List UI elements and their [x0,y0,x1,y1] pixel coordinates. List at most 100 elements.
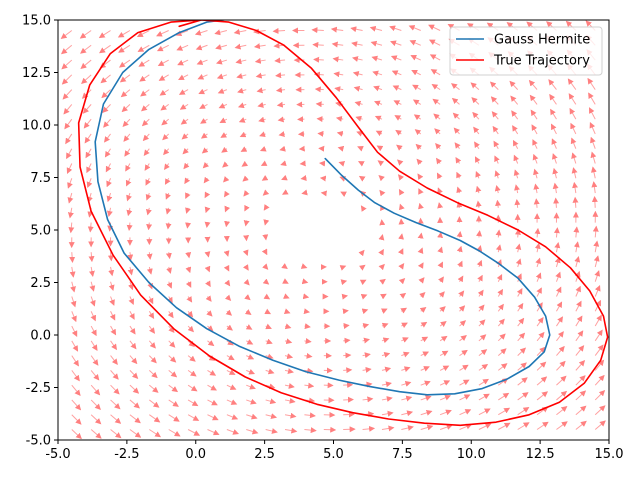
vector-arrow [201,147,209,154]
vector-arrow [100,74,111,84]
vector-arrow [594,405,606,416]
vector-arrow [168,429,181,437]
vector-arrow [456,245,463,253]
legend-label: Gauss Hermite [494,33,590,48]
vector-arrow [237,87,247,94]
vector-arrow [531,124,538,135]
vector-arrow [233,28,247,35]
vector-arrow [439,424,453,430]
vector-arrow [517,362,527,371]
vector-arrow [149,414,161,423]
vector-arrow [185,251,192,259]
vector-arrow [304,367,314,374]
vector-arrow [168,325,175,334]
vector-arrow [147,296,154,305]
vector-arrow [455,156,462,164]
vector-arrow [90,370,100,381]
vector-arrow [456,171,462,179]
vector-arrow [458,290,465,297]
vector-arrow [207,399,218,406]
vector-arrow [353,85,363,92]
vector-arrow [570,122,577,135]
x-tick-label: 0.0 [185,447,206,462]
vector-arrow [340,279,348,286]
vector-arrow [255,72,266,79]
vector-arrow [535,272,542,282]
vector-arrow [575,345,585,356]
y-axis-ticks: -5.0 -2.5 0.0 2.5 5.0 7.5 10.0 12.5 15.0 [22,14,58,449]
vector-arrow [492,125,499,135]
vector-arrow [437,231,444,239]
vector-arrow [67,178,73,189]
vector-arrow [536,391,549,401]
vector-arrow [401,366,411,373]
vector-arrow [71,370,80,382]
vector-arrow [220,132,228,138]
vector-arrow [530,109,538,120]
vector-arrow [149,399,160,408]
vector-arrow [71,325,78,337]
vector-arrow [262,189,270,196]
vector-arrow [71,340,79,352]
vector-arrow [551,138,558,149]
vector-arrow [396,144,403,151]
plot-area [58,20,609,440]
vector-arrow [226,429,240,435]
vector-arrow [63,104,73,115]
vector-arrow [246,398,257,405]
vector-arrow [129,399,140,409]
vector-arrow [392,85,402,91]
vector-arrow [279,145,286,152]
vector-arrow [234,43,247,50]
vector-arrow [352,70,363,77]
vector-arrow [496,273,503,282]
vector-arrow [90,429,102,439]
vector-arrow [187,429,201,436]
vector-arrow [264,308,272,315]
vector-arrow [207,429,220,436]
vector-arrow [281,263,288,269]
vector-arrow [381,396,393,402]
vector-arrow [456,230,463,238]
vector-arrow [431,83,441,91]
vector-arrow [590,136,596,149]
vector-arrow [592,225,599,238]
vector-arrow [103,133,111,143]
vector-arrow [470,82,480,90]
vector-arrow [241,160,249,167]
x-axis-ticks: -5.0 -2.5 0.0 2.5 5.0 7.5 10.0 12.5 15.0 [45,440,623,462]
vector-arrow [137,44,150,52]
vector-arrow [262,278,270,285]
vector-arrow [475,185,482,194]
vector-arrow [119,74,131,83]
vector-arrow [89,281,96,292]
vector-arrow [513,154,520,164]
vector-arrow [476,230,483,238]
vector-arrow [223,264,230,272]
vector-arrow [457,260,463,268]
vector-arrow [141,118,150,127]
vector-arrow [278,131,286,138]
vector-arrow [381,322,389,329]
vector-arrow [101,89,111,99]
vector-arrow [140,89,150,97]
vector-arrow [183,162,190,170]
vector-arrow [432,98,441,105]
vector-arrow [588,92,596,105]
vector-arrow [572,196,579,208]
vector-arrow [536,287,542,297]
vector-arrow [256,87,266,94]
vector-arrow [304,323,311,330]
y-tick-label: 7.5 [30,171,51,186]
vector-arrow [120,89,131,98]
vector-arrow [453,127,460,135]
vector-arrow [401,425,414,431]
vector-arrow [265,398,277,405]
vector-arrow [495,244,502,253]
vector-arrow [517,302,524,312]
vector-arrow [478,393,490,401]
vector-arrow [149,429,162,438]
legend-items: Gauss Hermite True Trajectory [456,33,590,69]
vector-arrow [125,163,131,172]
vector-arrow [129,370,139,379]
